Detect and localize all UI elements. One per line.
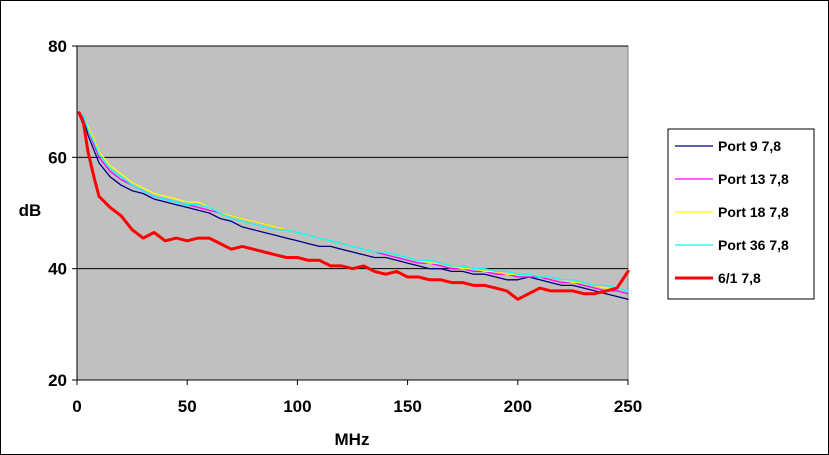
series-line-4 [77, 111, 630, 301]
legend-label-2: Port 18 7,8 [718, 204, 789, 220]
y-tick-label-1: 40 [48, 260, 67, 279]
series-line-0 [78, 112, 629, 300]
axes [72, 45, 629, 385]
legend-box [667, 128, 815, 300]
x-tick-label-0: 0 [72, 397, 81, 416]
series-line-3 [78, 112, 629, 292]
y-axis-title: dB [19, 201, 42, 220]
series-layer [77, 111, 630, 301]
x-tick-label-3: 150 [393, 397, 421, 416]
legend: Port 9 7,8 Port 13 7,8 Port 18 7,8 Port 36 … [667, 128, 815, 300]
y-tick-label-0: 20 [48, 371, 67, 390]
legend-label-3: Port 36 7,8 [718, 237, 789, 253]
legend-label-1: Port 13 7,8 [718, 171, 789, 187]
y-tick-label-3: 80 [48, 37, 67, 56]
x-tick-label-2: 100 [283, 397, 311, 416]
legend-label-0: Port 9 7,8 [718, 138, 781, 154]
x-tick-label-5: 250 [614, 397, 642, 416]
y-tick-label-2: 60 [48, 148, 67, 167]
x-tick-label-1: 50 [178, 397, 197, 416]
y-tick-labels: 20 40 60 80 [48, 37, 67, 390]
x-tick-label-4: 200 [504, 397, 532, 416]
x-tick-labels: 0 50 100 150 200 250 [72, 397, 642, 416]
legend-label-4: 6/1 7,8 [718, 270, 761, 286]
x-axis-title: MHz [335, 430, 370, 449]
plot-area [76, 45, 629, 381]
